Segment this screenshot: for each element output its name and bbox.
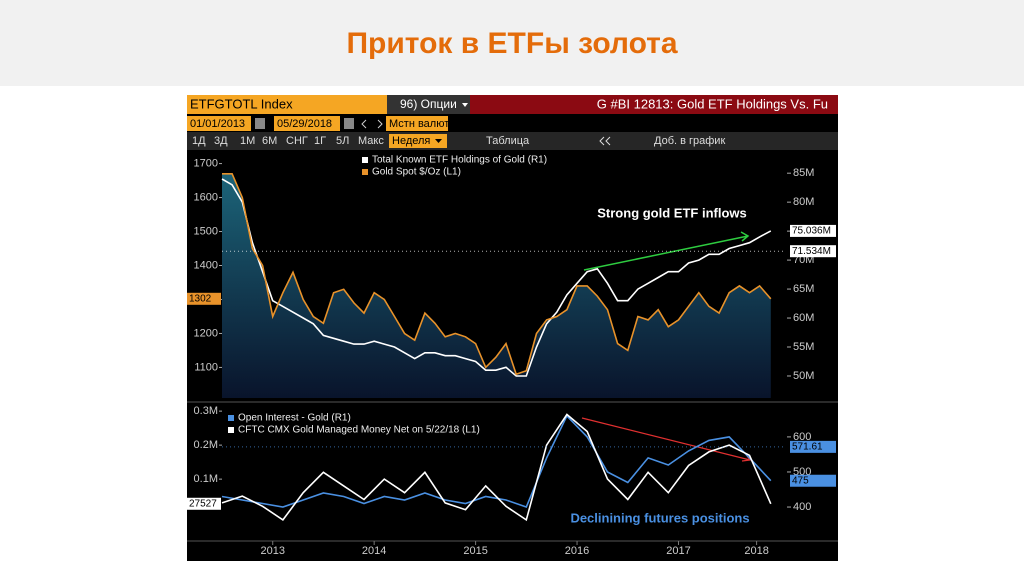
period-button[interactable]: 1М [240, 135, 255, 147]
period-button[interactable]: 5Л [336, 135, 349, 147]
y2-tick-label: 80M [793, 196, 814, 208]
x-tick-label: 2015 [463, 545, 487, 557]
legend-swatch [362, 157, 368, 163]
arrows [361, 119, 383, 129]
legend-swatch [228, 415, 234, 421]
last-value-label: 571.61 [792, 442, 823, 453]
dropdown-icon [462, 103, 468, 107]
trend-arrow [583, 231, 750, 271]
options-box[interactable] [387, 95, 470, 114]
y2-tick-label: 60M [793, 312, 814, 324]
last-value-label: 71.534M [792, 246, 831, 257]
y2-tick-label: 50M [793, 370, 814, 382]
legend-label: Open Interest - Gold (R1) [238, 413, 351, 424]
chart-title: G #BI 12813: Gold ETF Holdings Vs. Fu [597, 96, 828, 111]
legend-label: CFTC CMX Gold Managed Money Net on 5/22/… [238, 425, 480, 436]
last-value-box [790, 440, 836, 453]
y2-tick-label: 400 [793, 501, 811, 513]
last-value-box [187, 497, 221, 510]
start-date[interactable]: 01/01/2013 [190, 118, 245, 130]
currency[interactable]: Мстн валют [389, 118, 449, 130]
frequency-box[interactable] [389, 134, 447, 148]
y2-tick-label: 55M [793, 341, 814, 353]
period-bar [187, 132, 838, 150]
legend-label: Total Known ETF Holdings of Gold (R1) [372, 155, 547, 166]
y-tick-label: 0.3M [194, 405, 218, 417]
annotation: Strong gold ETF inflows [597, 205, 746, 220]
collapse-icon [599, 136, 611, 146]
period-button[interactable]: СНГ [286, 135, 308, 147]
y-tick-label: 1500 [194, 225, 218, 237]
y-tick-label: 1700 [194, 157, 218, 169]
security: ETFGTOTL Index [190, 96, 293, 111]
last-value-box [187, 292, 221, 305]
add-to-chart[interactable]: Доб. в график [654, 135, 725, 147]
table-button[interactable]: Таблица [486, 135, 530, 147]
x-tick-label: 2018 [744, 545, 768, 557]
y-tick-label: 0.1M [194, 473, 218, 485]
title-bar [470, 95, 838, 114]
frequency[interactable]: Неделя [392, 135, 430, 147]
last-value-box [790, 474, 836, 487]
calendar-icon [255, 118, 265, 129]
end-date[interactable]: 05/29/2018 [277, 118, 332, 130]
security-box [187, 95, 387, 114]
area [222, 173, 771, 398]
dropdown-icon [435, 139, 442, 143]
y-tick-label: 1600 [194, 191, 218, 203]
y2-tick-label: 85M [793, 167, 814, 179]
currency-box[interactable] [386, 116, 448, 131]
series-line [221, 414, 772, 509]
start-date-box[interactable] [187, 116, 251, 131]
y-tick-label: 1400 [194, 259, 218, 271]
legend-label: Gold Spot $/Oz (L1) [372, 167, 461, 178]
period-button[interactable]: 3Д [214, 135, 228, 147]
annotation: Declinining futures positions [570, 510, 749, 525]
x-tick-label: 2017 [666, 545, 690, 557]
series-line [221, 413, 772, 522]
period-button[interactable]: 1Д [192, 135, 206, 147]
legend-swatch [228, 427, 234, 433]
calendar-icon [344, 118, 354, 129]
y-tick-label: 0.2M [194, 439, 218, 451]
last-value-label: 75.036M [792, 226, 831, 237]
y2-tick-label: 65M [793, 283, 814, 295]
x-tick-label: 2016 [565, 545, 589, 557]
period-button[interactable]: 1Г [314, 135, 326, 147]
x-tick-label: 2013 [260, 545, 284, 557]
last-value-box [790, 224, 836, 237]
slide-title: Приток в ETFы золота [346, 27, 677, 60]
last-value-label: 475 [792, 475, 809, 486]
last-value-box [790, 245, 836, 258]
last-value-label: 1302 [189, 293, 212, 304]
y2-tick-label: 600 [793, 431, 811, 443]
header-band [0, 0, 1024, 86]
legend-swatch [362, 169, 368, 175]
series-line [222, 173, 772, 376]
end-date-box[interactable] [274, 116, 340, 131]
period-button[interactable]: Макс [358, 135, 384, 147]
series-line [221, 178, 772, 377]
y-tick-label: 1100 [194, 361, 218, 373]
last-value-label: 27527 [189, 498, 217, 509]
x-tick-label: 2014 [362, 545, 386, 557]
y-tick-label: 1200 [194, 327, 218, 339]
period-button[interactable]: 6М [262, 135, 277, 147]
options[interactable]: 96) Опции [400, 97, 457, 111]
